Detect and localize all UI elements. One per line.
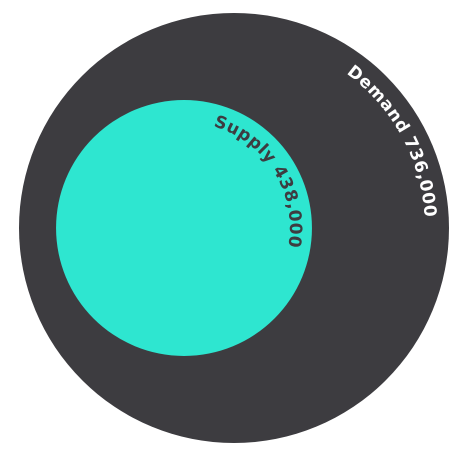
circle [56, 100, 312, 356]
